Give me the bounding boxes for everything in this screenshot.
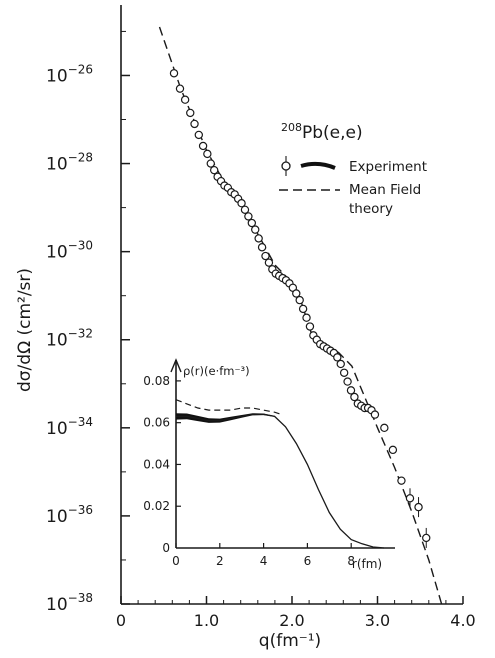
experiment-point (339, 368, 349, 377)
main-x-tick-label: 0 (116, 611, 126, 630)
inset-x-tick-label: 2 (216, 554, 224, 568)
experiment-point (247, 218, 257, 228)
experiment-point (333, 353, 342, 362)
experiment-point (198, 141, 208, 151)
main-x-axis-label: q(fm⁻¹) (259, 631, 321, 651)
legend-experiment-label: Experiment (349, 159, 427, 175)
experiment-point (346, 386, 356, 395)
main-y-tick-label: 10−38 (46, 591, 93, 615)
legend-theory-label-line1: Mean Field (349, 182, 421, 198)
experiment-point (350, 392, 359, 402)
experiment-point (343, 377, 352, 386)
experiment-point (257, 243, 267, 252)
inset-y-tick-label: 0.08 (143, 374, 170, 388)
inset-y-tick-label: 0.02 (143, 499, 170, 513)
inset-y-ticks: 0.08 0.06 0.04 0.02 0 (143, 374, 181, 555)
experiment-point (186, 108, 195, 118)
experiment-point (209, 165, 219, 175)
experiment-point (292, 289, 301, 298)
main-y-tick-label: 10−30 (46, 239, 93, 263)
inset-y-tick-label: 0 (162, 541, 170, 555)
main-y-tick-label: 10−32 (46, 327, 93, 351)
experiment-point (370, 410, 380, 419)
legend: Experiment Mean Field theory (279, 156, 427, 217)
main-x-tick-label: 1.0 (194, 611, 219, 630)
experiment-point (254, 234, 263, 243)
legend-experiment-marker (281, 156, 336, 176)
inset-x-tick-label: 8 (347, 554, 355, 568)
experiment-point (237, 198, 246, 208)
main-y-tick-label: 10−34 (46, 415, 93, 439)
chart-title: 208Pb(e,e) (281, 121, 363, 143)
legend-theory-label-line2: theory (349, 201, 393, 217)
inset-x-tick-label: 0 (172, 554, 180, 568)
main-y-axis-label: dσ/dΩ (cm²/sr) (15, 268, 35, 392)
main-y-ticks: 10−26 10−28 10−30 10−32 10−34 10−36 10−38 (46, 30, 130, 615)
experiment-point (302, 313, 311, 322)
experiment-point (194, 130, 204, 140)
experiment-point (240, 205, 250, 215)
inset-x-ticks: 0 2 4 6 8 (172, 543, 355, 568)
series-mean-field-theory-line (158, 26, 443, 605)
main-x-tick-label: 3.0 (365, 611, 390, 630)
experiment-point (298, 304, 308, 314)
inset-experiment-line (176, 413, 385, 549)
experiment-point (190, 119, 199, 129)
experiment-point (380, 423, 389, 433)
inset-y-tick-label: 0.04 (143, 457, 170, 471)
experiment-point (295, 295, 304, 305)
inset-y-axis-label: ρ(r)(e·fm⁻³) (183, 364, 250, 378)
experiment-point (305, 322, 315, 331)
main-y-tick-label: 10−26 (46, 62, 93, 86)
main-x-ticks: 0 1.0 2.0 3.0 4.0 (116, 596, 476, 630)
experiment-point (264, 258, 274, 267)
experiment-point (206, 159, 215, 168)
experiment-point (180, 95, 190, 104)
inset-experiment-band (176, 413, 275, 423)
experiment-point (203, 149, 212, 159)
experiment-point (251, 225, 260, 234)
inset-x-tick-label: 4 (260, 554, 268, 568)
main-y-tick-label: 10−28 (46, 151, 93, 175)
main-x-tick-label: 2.0 (279, 611, 304, 630)
experiment-point (175, 84, 185, 93)
experiment-point (261, 251, 270, 261)
inset-x-axis-label: r(fm) (352, 557, 382, 571)
experiment-point (388, 445, 398, 455)
experiment-point (422, 533, 431, 543)
experiment-point (405, 494, 415, 503)
experiment-point (336, 359, 345, 369)
experiment-point (397, 476, 406, 485)
experiment-point (169, 69, 179, 78)
inset-theory-line (175, 399, 282, 415)
main-y-tick-label: 10−36 (46, 503, 93, 527)
experiment-point (244, 212, 253, 221)
series-experiment-points (169, 69, 431, 548)
inset-x-tick-label: 6 (304, 554, 312, 568)
inset-y-tick-label: 0.06 (143, 416, 170, 430)
experiment-point (414, 502, 423, 512)
inset-y-axis-arrow (170, 358, 182, 373)
main-x-tick-label: 4.0 (450, 611, 475, 630)
